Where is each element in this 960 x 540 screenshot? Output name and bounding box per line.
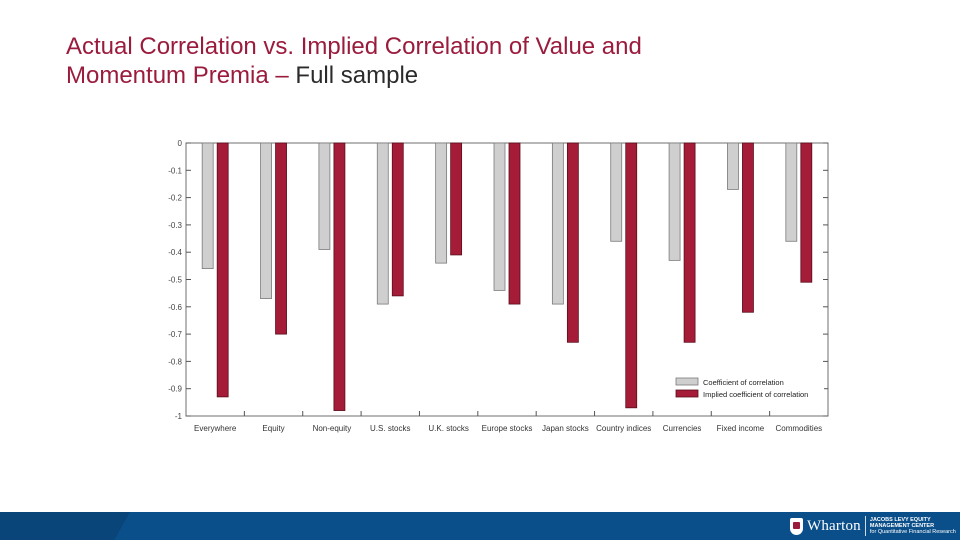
bar-implied	[333, 142, 346, 411]
logo-divider	[864, 516, 866, 536]
bar-actual	[785, 142, 798, 242]
bar-implied	[391, 142, 404, 297]
title-line-2: Momentum Premia – Full sample	[66, 61, 866, 90]
bar-actual	[260, 142, 272, 300]
y-tick-label: 0	[178, 139, 183, 148]
title-line-2-rest: Full sample	[288, 62, 419, 89]
x-tick-label: Country indices	[596, 424, 651, 433]
correlation-bar-chart: 0 -0.1 -0.2 -0.3 -0.4 -0.5 -0.6 -0.7 -0.8 -0.9 -1 E…	[168, 139, 829, 433]
legend-swatch-implied	[675, 389, 699, 398]
title-line-1: Actual Correlation vs. Implied Correlati…	[66, 33, 642, 60]
y-tick-label: -0.3	[168, 221, 182, 230]
center-line-1: JACOBS LEVY EQUITY	[869, 517, 931, 523]
bar-implied	[683, 142, 696, 343]
x-tick-label: Currencies	[663, 424, 702, 433]
x-tick-label: Commodities	[775, 424, 822, 433]
center-line-2: MANAGEMENT CENTER	[869, 523, 935, 529]
bar-actual	[727, 142, 739, 190]
bar-actual	[318, 142, 331, 250]
bar-actual	[668, 142, 681, 261]
bar-actual	[610, 142, 623, 242]
y-tick-label: -0.9	[168, 385, 182, 394]
bar-actual	[551, 142, 564, 305]
logo-wordmark: Wharton	[807, 517, 861, 534]
slide-title: Actual Correlation vs. Implied Correlati…	[66, 32, 866, 90]
bar-implied	[450, 142, 463, 256]
x-tick-label: Japan stocks	[542, 424, 589, 433]
x-tick-label: Non-equity	[313, 424, 352, 433]
title-line-2-accent: Momentum Premia –	[66, 62, 289, 89]
x-tick-label: U.K. stocks	[428, 424, 468, 433]
y-tick-label: -1	[175, 412, 183, 421]
bar-implied	[566, 142, 579, 343]
center-name: JACOBS LEVY EQUITY MANAGEMENT CENTER for…	[870, 517, 956, 535]
legend-label: Implied coefficient of correlation	[703, 390, 808, 399]
y-tick-label: -0.1	[168, 166, 182, 175]
wharton-logo: Wharton JACOBS LEVY EQUITY MANAGEMENT CE…	[790, 515, 956, 537]
x-tick-label: Everywhere	[194, 424, 237, 433]
x-tick-label: Fixed income	[717, 424, 765, 433]
bar-implied	[508, 142, 521, 305]
footer-shade	[0, 512, 130, 540]
bar-implied	[625, 142, 638, 409]
x-tick-label: Europe stocks	[482, 424, 533, 433]
x-tick-label: Equity	[262, 424, 284, 433]
bar-implied	[800, 142, 813, 283]
bar-implied	[275, 142, 287, 335]
shield-icon	[790, 517, 803, 535]
y-tick-label: -0.8	[168, 357, 182, 366]
legend-swatch-actual	[675, 377, 699, 386]
bar-implied	[216, 142, 229, 398]
y-tick-label: -0.7	[168, 330, 182, 339]
center-line-3: for Quantitative Financial Research	[869, 529, 956, 535]
legend-label: Coefficient of correlation	[703, 378, 784, 387]
bar-actual	[493, 142, 506, 291]
y-tick-label: -0.4	[168, 248, 182, 257]
bar-actual	[376, 142, 389, 305]
bar-implied	[742, 142, 754, 313]
y-tick-label: -0.2	[168, 194, 182, 203]
x-tick-label: U.S. stocks	[370, 424, 410, 433]
bar-actual	[435, 142, 448, 264]
bar-actual	[201, 142, 214, 269]
y-tick-label: -0.5	[168, 276, 182, 285]
y-tick-label: -0.6	[168, 303, 182, 312]
